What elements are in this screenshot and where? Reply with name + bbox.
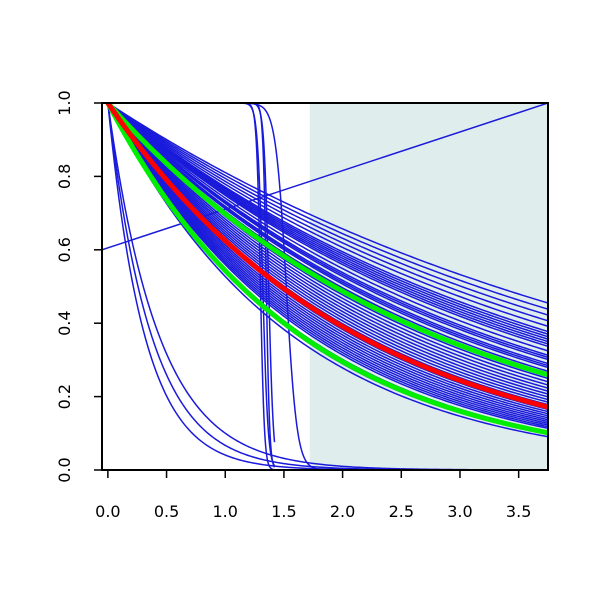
x-tick-label-0: 0.0 <box>95 502 120 521</box>
axis-layer: 0.0 0.5 1.0 1.5 2.0 2.5 3.0 3.5 0.0 0.2 0.4 0.6 0.8 1… <box>55 90 549 521</box>
blue-curve-3 <box>107 103 548 322</box>
y-tick-label-0: 0.0 <box>55 457 74 482</box>
blue-curve-36 <box>107 103 548 419</box>
blue-curve-34 <box>107 103 548 415</box>
blue-curve-7 <box>107 103 548 338</box>
blue-curve-5 <box>107 103 548 333</box>
blue-curve-12 <box>107 103 548 352</box>
blue-curve-1 <box>107 103 548 310</box>
blue-curve-6 <box>107 103 548 335</box>
blue-curve-42 <box>107 103 548 430</box>
green-curve-0 <box>106 103 548 378</box>
blue-curve-11 <box>107 103 548 348</box>
y-tick-label-3: 0.6 <box>55 237 74 262</box>
x-tick-label-6: 3.0 <box>447 502 472 521</box>
x-tick-label-3: 1.5 <box>271 502 296 521</box>
x-tick-label-2: 1.0 <box>213 502 238 521</box>
blue-curve-40 <box>107 103 548 426</box>
red-curve <box>105 103 548 410</box>
blue-curve-27 <box>107 103 548 398</box>
x-tick-label-5: 2.5 <box>389 502 414 521</box>
green-curve-1 <box>105 103 548 436</box>
y-tick-label-5: 1.0 <box>55 90 74 115</box>
blue-rising-line <box>102 103 548 251</box>
blue-curve-22 <box>107 103 548 383</box>
blue-curve-9 <box>107 103 548 343</box>
blue-curve-0 <box>107 103 548 304</box>
blue-curve-8 <box>107 103 548 340</box>
blue-curve-15 <box>107 103 548 361</box>
y-tick-label-2: 0.4 <box>55 310 74 335</box>
blue-curve-28 <box>107 103 548 401</box>
x-tick-label-7: 3.5 <box>506 502 531 521</box>
x-tick-label-4: 2.0 <box>330 502 355 521</box>
blue-curve-26 <box>107 103 548 395</box>
plot-frame <box>101 102 549 471</box>
y-tick-label-1: 0.2 <box>55 384 74 409</box>
x-tick-label-1: 0.5 <box>154 502 179 521</box>
blue-curve-23 <box>107 103 548 386</box>
blue-curve-25 <box>107 103 548 392</box>
blue-curve-4 <box>107 103 548 327</box>
blue-curve-24 <box>107 103 548 389</box>
blue-curve-39 <box>107 103 548 425</box>
blue-curve-37 <box>107 103 548 421</box>
blue-curve-10 <box>107 103 548 345</box>
blue-curve-2 <box>107 103 548 316</box>
blue-curve-41 <box>107 103 548 428</box>
y-tick-label-4: 0.8 <box>55 164 74 189</box>
curve-layer <box>102 103 548 470</box>
blue-curve-35 <box>107 103 548 417</box>
blue-curve-18 <box>107 103 548 369</box>
blue-curve-38 <box>107 103 548 423</box>
